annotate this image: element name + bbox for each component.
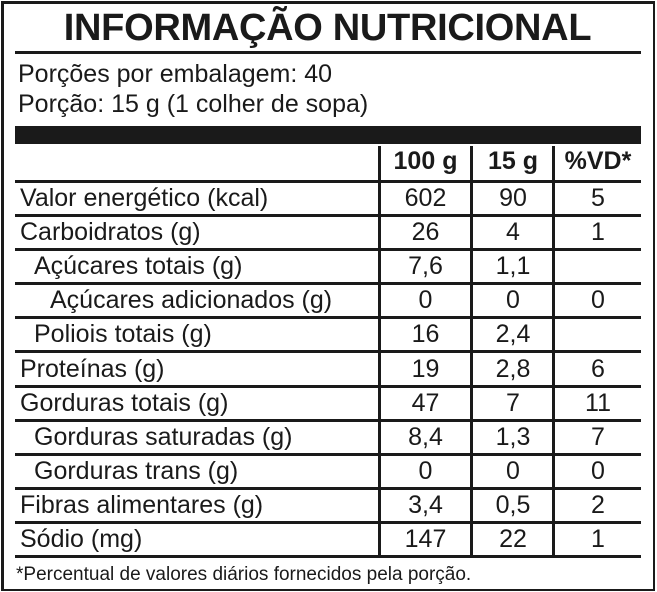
column-header-100g: 100 g [393,147,458,175]
table-row: Valor energético (kcal) 602 90 5 [15,183,641,217]
table-row: Fibras alimentares (g) 3,4 0,5 2 [15,490,641,524]
column-header-serving: 15 g [487,147,539,175]
value-per-100g: 16 [411,320,440,349]
value-per-serving: 0,5 [495,490,531,519]
value-per-serving: 1,1 [495,252,531,281]
value-per-100g: 26 [411,218,440,247]
nutrient-label: Gorduras trans (g) [34,456,239,485]
column-divider [552,146,555,558]
value-daily-percent: 2 [591,490,605,519]
nutrient-label: Valor energético (kcal) [20,184,269,212]
value-per-100g: 0 [418,286,433,315]
value-per-serving: 0 [506,456,520,485]
value-per-serving: 2,8 [495,354,531,383]
servings-per-package: Porções por embalagem: 40 [18,60,333,88]
column-divider [378,146,381,558]
table-row: Gorduras trans (g) 0 0 0 [15,456,641,490]
title-rule [15,51,641,54]
footnote: *Percentual de valores diários fornecido… [16,564,472,585]
value-per-serving: 90 [499,184,527,212]
header-bar [15,126,641,144]
value-per-100g: 0 [418,456,433,485]
value-daily-percent: 6 [591,354,605,383]
value-daily-percent [555,251,641,282]
table-row: Carboidratos (g) 26 4 1 [15,217,641,252]
column-divider [470,146,473,558]
table-row: Poliois totais (g) 16 2,4 [15,319,641,354]
value-per-100g: 147 [404,525,447,553]
value-per-100g: 47 [411,388,440,417]
value-per-100g: 8,4 [408,422,443,451]
table-row: Gorduras saturadas (g) 8,4 1,3 7 [15,422,641,456]
value-daily-percent: 7 [591,422,605,451]
value-daily-percent: 5 [591,184,605,212]
value-per-serving: 4 [506,218,520,247]
value-per-100g: 602 [404,184,447,212]
column-header-dv: %VD* [564,147,632,175]
value-per-100g: 3,4 [408,490,443,519]
table-header: 100 g 15 g %VD* [15,146,641,183]
value-per-100g: 7,6 [408,252,443,281]
table-row: Açúcares adicionados (g) 0 0 0 [15,285,641,320]
nutrient-label: Açúcares adicionados (g) [50,286,333,315]
nutrient-label: Carboidratos (g) [20,218,201,247]
value-per-serving: 0 [506,286,520,315]
nutrient-label: Gorduras saturadas (g) [34,422,293,451]
value-daily-percent [555,319,641,350]
value-per-serving: 2,4 [495,320,531,349]
value-per-serving: 22 [499,525,527,553]
value-per-100g: 19 [411,354,440,383]
value-daily-percent: 1 [591,218,605,247]
serving-size: Porção: 15 g (1 colher de sopa) [18,90,369,118]
value-per-serving: 7 [506,388,520,417]
value-daily-percent: 0 [591,456,605,485]
value-daily-percent: 1 [591,525,605,553]
nutrient-label: Gorduras totais (g) [20,388,229,417]
table-row: Açúcares totais (g) 7,6 1,1 [15,251,641,286]
nutrient-label: Poliois totais (g) [34,320,212,349]
table-row: Gorduras totais (g) 47 7 11 [15,388,641,422]
table-row: Proteínas (g) 19 2,8 6 [15,354,641,388]
nutrient-label: Açúcares totais (g) [34,252,243,281]
nutrient-label: Proteínas (g) [20,354,165,383]
nutrient-label: Sódio (mg) [20,525,143,553]
value-daily-percent: 0 [591,286,605,315]
value-daily-percent: 11 [585,388,611,417]
label-title: INFORMAÇÃO NUTRICIONAL [63,7,592,49]
nutrient-label: Fibras alimentares (g) [20,490,264,519]
table-row: Sódio (mg) 147 22 1 [15,524,641,558]
value-per-serving: 1,3 [495,422,531,451]
